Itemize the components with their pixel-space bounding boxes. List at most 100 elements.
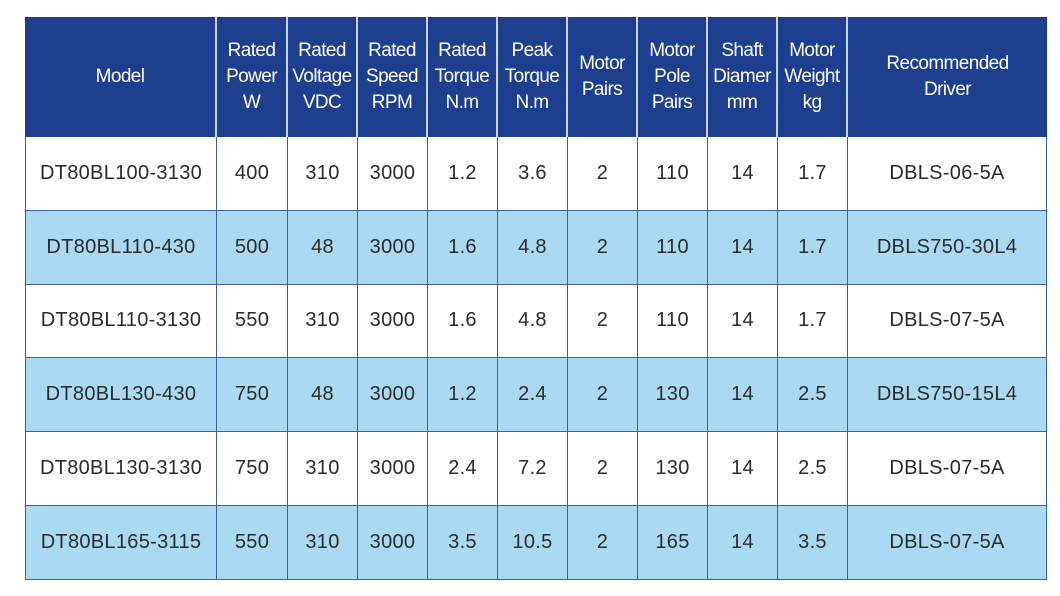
header-text: Peak — [511, 40, 554, 61]
header-cell: Peak Torque N.m — [498, 17, 568, 137]
value-cell: 1.7 — [778, 137, 848, 211]
value-cell: 2.5 — [778, 358, 848, 433]
value-cell: 14 — [708, 210, 778, 285]
header-text: RPM — [371, 92, 413, 113]
value-cell: 310 — [288, 506, 358, 580]
header-text: N.m — [445, 92, 479, 113]
header-text: Motor — [789, 40, 835, 61]
model-cell: DT80BL100-3130 — [25, 137, 217, 211]
value-cell: 2 — [568, 506, 638, 580]
model-cell: DT80BL165-3115 — [25, 506, 217, 580]
value-cell: 1.2 — [428, 358, 498, 433]
value-cell: 2 — [568, 432, 638, 506]
header-text: Rated — [368, 40, 416, 61]
value-cell: DBLS-06-5A — [848, 137, 1047, 211]
value-cell: 3000 — [358, 358, 428, 433]
value-cell: 3000 — [358, 506, 428, 580]
value-cell: 500 — [217, 210, 288, 285]
header-cell: Model — [25, 17, 217, 137]
value-cell: 2.4 — [498, 358, 568, 433]
value-cell: 130 — [638, 432, 708, 506]
value-cell: 2.4 — [428, 432, 498, 506]
header-text: VDC — [302, 92, 342, 113]
header-text: Voltage — [292, 66, 352, 87]
value-cell: DBLS-07-5A — [848, 506, 1047, 580]
value-cell: 1.7 — [778, 210, 848, 285]
header-cell: Shaft Diamer mm — [708, 17, 778, 137]
header-text: Power — [226, 66, 277, 87]
header-text: Torque — [504, 66, 560, 87]
value-cell: 14 — [708, 506, 778, 580]
value-cell: 1.6 — [428, 210, 498, 285]
value-cell: DBLS750-15L4 — [848, 358, 1047, 433]
value-cell: 3.5 — [778, 506, 848, 580]
value-cell: 310 — [288, 137, 358, 211]
value-cell: 550 — [217, 506, 288, 580]
value-cell: 14 — [708, 432, 778, 506]
model-cell: DT80BL110-3130 — [25, 284, 217, 359]
header-text: Shaft — [721, 40, 763, 61]
header-text: Model — [95, 66, 145, 87]
header-cell: Motor Pole Pairs — [638, 17, 708, 137]
header-text: Motor — [579, 53, 625, 74]
value-cell: 48 — [288, 358, 358, 433]
value-cell: 310 — [288, 432, 358, 506]
header-cell: Rated Torque N.m — [428, 17, 498, 137]
header-text: Rated — [298, 40, 346, 61]
header-text: Weight — [784, 66, 840, 87]
value-cell: 10.5 — [498, 506, 568, 580]
value-cell: 165 — [638, 506, 708, 580]
value-cell: 110 — [638, 210, 708, 285]
header-cell: Rated Power W — [217, 17, 288, 137]
model-cell: DT80BL110-430 — [25, 210, 217, 285]
value-cell: 3.6 — [498, 137, 568, 211]
value-cell: 310 — [288, 284, 358, 359]
spec-table: Model Rated Power W Rated Voltage VDC Rated Spee… — [25, 17, 1047, 580]
value-cell: 14 — [708, 137, 778, 211]
header-cell: Rated Voltage VDC — [288, 17, 358, 137]
value-cell: 3.5 — [428, 506, 498, 580]
header-text: Recommended — [886, 53, 1009, 74]
header-text: Torque — [434, 66, 490, 87]
value-cell: 2 — [568, 210, 638, 285]
value-cell: 3000 — [358, 432, 428, 506]
value-cell: 3000 — [358, 210, 428, 285]
header-text: N.m — [515, 92, 549, 113]
header-text: mm — [726, 92, 758, 113]
header-text: kg — [802, 92, 822, 113]
value-cell: 110 — [638, 137, 708, 211]
value-cell: DBLS750-30L4 — [848, 210, 1047, 285]
header-text: Driver — [923, 79, 972, 100]
value-cell: 1.7 — [778, 284, 848, 359]
value-cell: 3000 — [358, 284, 428, 359]
header-text: Diamer — [713, 66, 771, 87]
header-text: Pairs — [581, 79, 623, 100]
value-cell: 1.2 — [428, 137, 498, 211]
value-cell: 400 — [217, 137, 288, 211]
value-cell: 2 — [568, 284, 638, 359]
header-cell: Recommended Driver — [848, 17, 1047, 137]
value-cell: 2 — [568, 137, 638, 211]
value-cell: 110 — [638, 284, 708, 359]
model-cell: DT80BL130-430 — [25, 358, 217, 433]
header-text: Speed — [366, 66, 419, 87]
value-cell: DBLS-07-5A — [848, 284, 1047, 359]
header-cell: Motor Pairs — [568, 17, 638, 137]
value-cell: 130 — [638, 358, 708, 433]
value-cell: 1.6 — [428, 284, 498, 359]
value-cell: 750 — [217, 432, 288, 506]
value-cell: 2.5 — [778, 432, 848, 506]
header-text: Rated — [438, 40, 486, 61]
value-cell: 2 — [568, 358, 638, 433]
model-cell: DT80BL130-3130 — [25, 432, 217, 506]
header-cell: Motor Weight kg — [778, 17, 848, 137]
value-cell: 3000 — [358, 137, 428, 211]
value-cell: 4.8 — [498, 284, 568, 359]
value-cell: 14 — [708, 284, 778, 359]
header-cell: Rated Speed RPM — [358, 17, 428, 137]
value-cell: 550 — [217, 284, 288, 359]
value-cell: 4.8 — [498, 210, 568, 285]
value-cell: 750 — [217, 358, 288, 433]
value-cell: 7.2 — [498, 432, 568, 506]
